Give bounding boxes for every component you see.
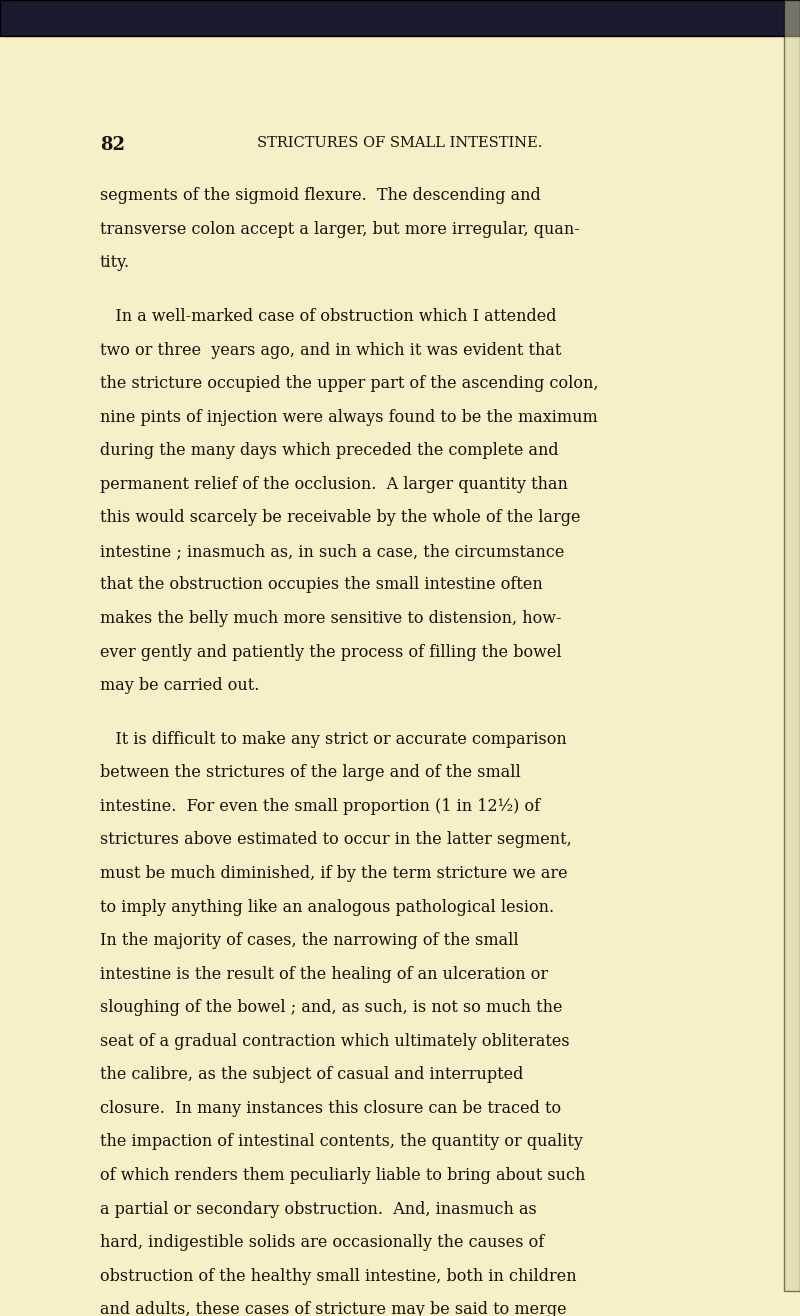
Text: obstruction of the healthy small intestine, both in children: obstruction of the healthy small intesti…	[100, 1267, 577, 1284]
Text: tity.: tity.	[100, 254, 130, 271]
Text: makes the belly much more sensitive to distension, how-: makes the belly much more sensitive to d…	[100, 611, 562, 626]
Text: that the obstruction occupies the small intestine often: that the obstruction occupies the small …	[100, 576, 542, 594]
Text: of which renders them peculiarly liable to bring about such: of which renders them peculiarly liable …	[100, 1167, 586, 1184]
Text: this would scarcely be receivable by the whole of the large: this would scarcely be receivable by the…	[100, 509, 581, 526]
Text: two or three  years ago, and in which it was evident that: two or three years ago, and in which it …	[100, 342, 562, 358]
Text: strictures above estimated to occur in the latter segment,: strictures above estimated to occur in t…	[100, 832, 572, 849]
Text: a partial or secondary obstruction.  And, inasmuch as: a partial or secondary obstruction. And,…	[100, 1200, 537, 1217]
Text: the calibre, as the subject of casual and interrupted: the calibre, as the subject of casual an…	[100, 1066, 523, 1083]
Text: may be carried out.: may be carried out.	[100, 678, 259, 694]
Text: segments of the sigmoid flexure.  The descending and: segments of the sigmoid flexure. The des…	[100, 187, 541, 204]
Text: closure.  In many instances this closure can be traced to: closure. In many instances this closure …	[100, 1100, 561, 1117]
Text: It is difficult to make any strict or accurate comparison: It is difficult to make any strict or ac…	[100, 730, 566, 747]
Text: the impaction of intestinal contents, the quantity or quality: the impaction of intestinal contents, th…	[100, 1133, 583, 1150]
Text: and adults, these cases of stricture may be said to merge: and adults, these cases of stricture may…	[100, 1302, 566, 1316]
Text: between the strictures of the large and of the small: between the strictures of the large and …	[100, 765, 521, 782]
Text: nine pints of injection were always found to be the maximum: nine pints of injection were always foun…	[100, 409, 598, 425]
Text: transverse colon accept a larger, but more irregular, quan-: transverse colon accept a larger, but mo…	[100, 221, 580, 238]
FancyBboxPatch shape	[784, 0, 800, 1291]
Text: ever gently and patiently the process of filling the bowel: ever gently and patiently the process of…	[100, 644, 562, 661]
Text: In the majority of cases, the narrowing of the small: In the majority of cases, the narrowing …	[100, 932, 518, 949]
Text: seat of a gradual contraction which ultimately obliterates: seat of a gradual contraction which ulti…	[100, 1033, 570, 1050]
Text: In a well-marked case of obstruction which I attended: In a well-marked case of obstruction whi…	[100, 308, 557, 325]
FancyBboxPatch shape	[0, 0, 800, 36]
Text: intestine.  For even the small proportion (1 in 12½) of: intestine. For even the small proportion…	[100, 797, 540, 815]
Text: sloughing of the bowel ; and, as such, is not so much the: sloughing of the bowel ; and, as such, i…	[100, 999, 562, 1016]
Text: during the many days which preceded the complete and: during the many days which preceded the …	[100, 442, 558, 459]
Text: permanent relief of the occlusion.  A larger quantity than: permanent relief of the occlusion. A lar…	[100, 476, 568, 492]
Text: STRICTURES OF SMALL INTESTINE.: STRICTURES OF SMALL INTESTINE.	[258, 136, 542, 150]
Text: hard, indigestible solids are occasionally the causes of: hard, indigestible solids are occasional…	[100, 1234, 544, 1252]
Text: intestine ; inasmuch as, in such a case, the circumstance: intestine ; inasmuch as, in such a case,…	[100, 544, 564, 559]
Text: 82: 82	[100, 136, 125, 154]
Text: intestine is the result of the healing of an ulceration or: intestine is the result of the healing o…	[100, 966, 548, 983]
Text: must be much diminished, if by the term stricture we are: must be much diminished, if by the term …	[100, 865, 568, 882]
Text: the stricture occupied the upper part of the ascending colon,: the stricture occupied the upper part of…	[100, 375, 598, 392]
Text: to imply anything like an analogous pathological lesion.: to imply anything like an analogous path…	[100, 899, 554, 916]
